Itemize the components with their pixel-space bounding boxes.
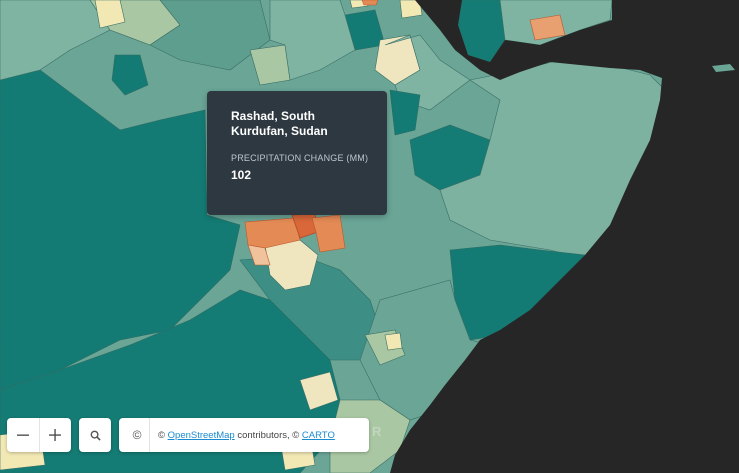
tooltip-metric-label: PRECIPITATION CHANGE (MM): [231, 153, 369, 163]
region-north-yellow[interactable]: [94, 0, 126, 29]
carto-link[interactable]: CARTO: [301, 429, 335, 441]
attribution-text: © OpenStreetMap contributors, © CARTO: [158, 430, 335, 441]
region-top-orange[interactable]: [361, 0, 379, 6]
magnifier-icon: [90, 430, 101, 441]
search-button[interactable]: [79, 418, 111, 452]
island: [712, 64, 735, 72]
zoom-out-button[interactable]: [7, 418, 39, 452]
openstreetmap-link[interactable]: OpenStreetMap: [167, 429, 235, 441]
watermark-logo: R: [372, 424, 383, 439]
region-north-7[interactable]: [111, 54, 149, 96]
region-tanzania-yellow[interactable]: [299, 371, 339, 411]
sea-gulf-of-aden: [390, 0, 739, 473]
region-tooltip: Rashad, South Kurdufan, Sudan PRECIPITAT…: [207, 91, 387, 215]
tooltip-value: 102: [231, 168, 252, 182]
attribution-middle: contributors, ©: [237, 429, 300, 441]
region-yemen-yellow[interactable]: [399, 0, 423, 19]
region-north-3[interactable]: [149, 0, 271, 71]
region-sudan-pale[interactable]: [247, 244, 271, 266]
minus-icon: [16, 434, 29, 436]
region-north-1[interactable]: [0, 0, 111, 81]
zoom-in-button[interactable]: [38, 418, 72, 452]
region-north-8[interactable]: [269, 0, 356, 81]
region-ethiopia-dark[interactable]: [389, 89, 421, 136]
region-yemen-orange[interactable]: [529, 14, 566, 41]
copyright-icon[interactable]: ©: [125, 418, 150, 452]
tooltip-location: Rashad, South Kurdufan, Sudan: [231, 109, 328, 138]
region-kenya-yellow[interactable]: [384, 332, 403, 351]
region-sudan-orange-2[interactable]: [311, 214, 346, 253]
plus-icon: [49, 429, 62, 441]
zoom-control: [7, 418, 71, 452]
region-sudan-orange-1[interactable]: [244, 217, 301, 249]
attribution-prefix: ©: [158, 429, 165, 441]
attribution-bar: © © OpenStreetMap contributors, © CARTO: [119, 418, 369, 452]
